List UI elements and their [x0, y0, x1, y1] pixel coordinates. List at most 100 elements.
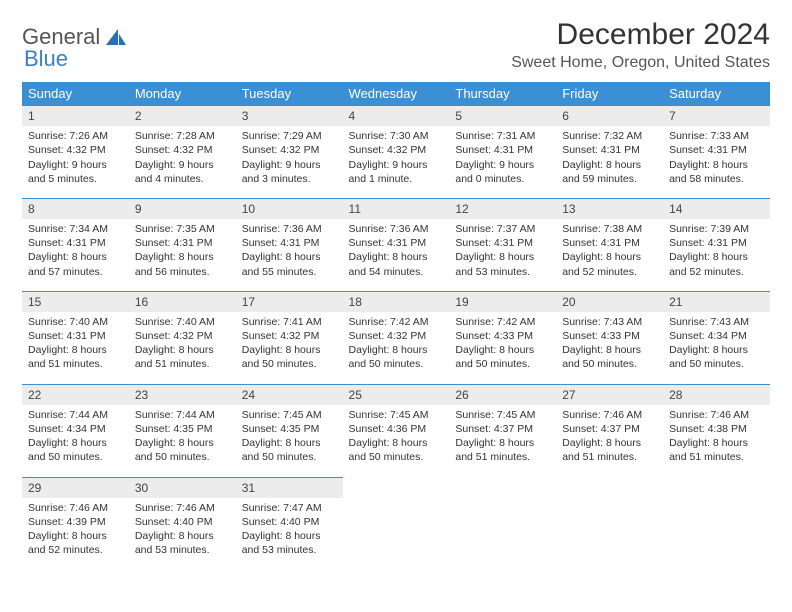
day-line-ss: Sunset: 4:36 PM: [349, 422, 444, 436]
day-line-d1: Daylight: 8 hours: [349, 343, 444, 357]
day-line-sr: Sunrise: 7:43 AM: [669, 315, 764, 329]
day-header: Thursday: [449, 82, 556, 105]
day-line-d2: and 50 minutes.: [562, 357, 657, 371]
day-line-d2: and 50 minutes.: [135, 450, 230, 464]
day-number: 24: [236, 384, 343, 405]
day-number: 13: [556, 198, 663, 219]
day-body: Sunrise: 7:42 AMSunset: 4:32 PMDaylight:…: [343, 312, 450, 380]
day-line-d1: Daylight: 8 hours: [669, 250, 764, 264]
day-body: Sunrise: 7:40 AMSunset: 4:32 PMDaylight:…: [129, 312, 236, 380]
day-line-d1: Daylight: 8 hours: [349, 436, 444, 450]
day-line-ss: Sunset: 4:35 PM: [135, 422, 230, 436]
day-header-row: Sunday Monday Tuesday Wednesday Thursday…: [22, 82, 770, 105]
day-line-d2: and 50 minutes.: [349, 450, 444, 464]
day-number: 17: [236, 291, 343, 312]
calendar-day-cell: 4Sunrise: 7:30 AMSunset: 4:32 PMDaylight…: [343, 105, 450, 194]
day-line-ss: Sunset: 4:37 PM: [455, 422, 550, 436]
day-line-d2: and 58 minutes.: [669, 172, 764, 186]
day-line-sr: Sunrise: 7:35 AM: [135, 222, 230, 236]
day-line-d1: Daylight: 8 hours: [669, 158, 764, 172]
day-line-ss: Sunset: 4:31 PM: [669, 236, 764, 250]
day-line-ss: Sunset: 4:33 PM: [562, 329, 657, 343]
day-line-d1: Daylight: 8 hours: [135, 250, 230, 264]
day-line-d2: and 51 minutes.: [455, 450, 550, 464]
day-line-d2: and 56 minutes.: [135, 265, 230, 279]
day-body: Sunrise: 7:41 AMSunset: 4:32 PMDaylight:…: [236, 312, 343, 380]
day-body: Sunrise: 7:45 AMSunset: 4:37 PMDaylight:…: [449, 405, 556, 473]
day-line-d1: Daylight: 8 hours: [455, 436, 550, 450]
day-number: 15: [22, 291, 129, 312]
day-line-d1: Daylight: 8 hours: [669, 436, 764, 450]
day-line-sr: Sunrise: 7:29 AM: [242, 129, 337, 143]
day-body: Sunrise: 7:46 AMSunset: 4:39 PMDaylight:…: [22, 498, 129, 566]
day-line-sr: Sunrise: 7:46 AM: [562, 408, 657, 422]
day-line-d2: and 51 minutes.: [562, 450, 657, 464]
day-line-ss: Sunset: 4:37 PM: [562, 422, 657, 436]
day-line-d1: Daylight: 9 hours: [455, 158, 550, 172]
day-body: Sunrise: 7:43 AMSunset: 4:33 PMDaylight:…: [556, 312, 663, 380]
day-line-sr: Sunrise: 7:44 AM: [28, 408, 123, 422]
calendar-day-cell: 18Sunrise: 7:42 AMSunset: 4:32 PMDayligh…: [343, 291, 450, 380]
day-number: 12: [449, 198, 556, 219]
day-body: Sunrise: 7:44 AMSunset: 4:34 PMDaylight:…: [22, 405, 129, 473]
day-body: Sunrise: 7:33 AMSunset: 4:31 PMDaylight:…: [663, 126, 770, 194]
calendar-day-cell: 27Sunrise: 7:46 AMSunset: 4:37 PMDayligh…: [556, 384, 663, 473]
day-line-d1: Daylight: 9 hours: [135, 158, 230, 172]
day-line-d1: Daylight: 8 hours: [28, 436, 123, 450]
day-line-d2: and 50 minutes.: [349, 357, 444, 371]
day-line-ss: Sunset: 4:40 PM: [135, 515, 230, 529]
day-line-d1: Daylight: 8 hours: [455, 343, 550, 357]
day-header: Wednesday: [343, 82, 450, 105]
day-line-sr: Sunrise: 7:45 AM: [455, 408, 550, 422]
day-number: 5: [449, 105, 556, 126]
day-line-d1: Daylight: 8 hours: [455, 250, 550, 264]
day-line-ss: Sunset: 4:32 PM: [242, 143, 337, 157]
day-line-d2: and 3 minutes.: [242, 172, 337, 186]
day-line-d1: Daylight: 8 hours: [28, 343, 123, 357]
day-number: 26: [449, 384, 556, 405]
day-line-d1: Daylight: 8 hours: [562, 158, 657, 172]
calendar-day-cell: 3Sunrise: 7:29 AMSunset: 4:32 PMDaylight…: [236, 105, 343, 194]
day-line-d2: and 52 minutes.: [28, 543, 123, 557]
day-line-d1: Daylight: 8 hours: [28, 529, 123, 543]
day-body: Sunrise: 7:43 AMSunset: 4:34 PMDaylight:…: [663, 312, 770, 380]
calendar-week-row: 22Sunrise: 7:44 AMSunset: 4:34 PMDayligh…: [22, 384, 770, 473]
day-body: Sunrise: 7:26 AMSunset: 4:32 PMDaylight:…: [22, 126, 129, 194]
day-body: Sunrise: 7:42 AMSunset: 4:33 PMDaylight:…: [449, 312, 556, 380]
day-number: 19: [449, 291, 556, 312]
day-line-sr: Sunrise: 7:38 AM: [562, 222, 657, 236]
day-line-sr: Sunrise: 7:45 AM: [349, 408, 444, 422]
day-body: Sunrise: 7:34 AMSunset: 4:31 PMDaylight:…: [22, 219, 129, 287]
day-line-ss: Sunset: 4:32 PM: [28, 143, 123, 157]
day-header: Monday: [129, 82, 236, 105]
day-line-ss: Sunset: 4:31 PM: [349, 236, 444, 250]
day-line-sr: Sunrise: 7:37 AM: [455, 222, 550, 236]
day-line-d1: Daylight: 8 hours: [28, 250, 123, 264]
day-line-d1: Daylight: 8 hours: [135, 529, 230, 543]
day-line-d1: Daylight: 8 hours: [135, 343, 230, 357]
calendar-day-cell: 25Sunrise: 7:45 AMSunset: 4:36 PMDayligh…: [343, 384, 450, 473]
day-line-sr: Sunrise: 7:46 AM: [669, 408, 764, 422]
day-line-d2: and 50 minutes.: [455, 357, 550, 371]
day-number: 20: [556, 291, 663, 312]
calendar-day-cell: 8Sunrise: 7:34 AMSunset: 4:31 PMDaylight…: [22, 198, 129, 287]
calendar-day-cell: 15Sunrise: 7:40 AMSunset: 4:31 PMDayligh…: [22, 291, 129, 380]
day-line-sr: Sunrise: 7:40 AM: [135, 315, 230, 329]
day-line-d1: Daylight: 8 hours: [562, 436, 657, 450]
calendar-day-cell: 22Sunrise: 7:44 AMSunset: 4:34 PMDayligh…: [22, 384, 129, 473]
day-line-ss: Sunset: 4:32 PM: [135, 143, 230, 157]
day-line-d2: and 52 minutes.: [562, 265, 657, 279]
day-line-sr: Sunrise: 7:43 AM: [562, 315, 657, 329]
day-line-sr: Sunrise: 7:46 AM: [135, 501, 230, 515]
day-line-ss: Sunset: 4:32 PM: [349, 143, 444, 157]
day-body: Sunrise: 7:46 AMSunset: 4:37 PMDaylight:…: [556, 405, 663, 473]
day-line-d2: and 53 minutes.: [242, 543, 337, 557]
day-number: 3: [236, 105, 343, 126]
day-line-ss: Sunset: 4:40 PM: [242, 515, 337, 529]
day-line-ss: Sunset: 4:32 PM: [349, 329, 444, 343]
day-line-d1: Daylight: 9 hours: [28, 158, 123, 172]
day-line-sr: Sunrise: 7:46 AM: [28, 501, 123, 515]
day-line-ss: Sunset: 4:31 PM: [135, 236, 230, 250]
day-number: 31: [236, 477, 343, 498]
logo-text-b: Blue: [24, 46, 68, 72]
